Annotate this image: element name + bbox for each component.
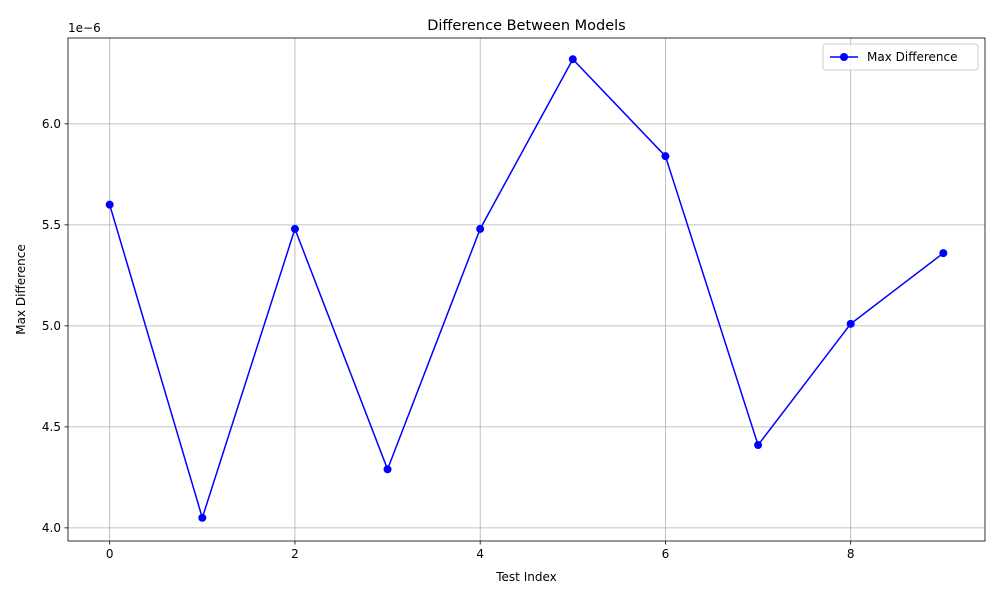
plot-frame bbox=[67, 37, 986, 542]
legend: Max Difference bbox=[822, 43, 979, 71]
y-tick-label: 5.0 bbox=[42, 319, 61, 333]
x-tick-label: 0 bbox=[106, 547, 114, 561]
x-tick-label: 2 bbox=[291, 547, 299, 561]
y-axis-offset-text: 1e−6 bbox=[68, 21, 101, 35]
data-point bbox=[661, 152, 670, 161]
y-tick-label: 5.5 bbox=[42, 218, 61, 232]
grid-lines bbox=[68, 38, 985, 541]
chart-title: Difference Between Models bbox=[427, 18, 626, 34]
legend-entry-label: Max Difference bbox=[867, 50, 958, 64]
data-point bbox=[290, 224, 299, 233]
data-point bbox=[846, 319, 855, 328]
data-point bbox=[383, 465, 392, 474]
legend-marker-sample bbox=[840, 53, 848, 61]
legend-box bbox=[822, 43, 979, 71]
y-tick-label: 6.0 bbox=[42, 117, 61, 131]
data-point bbox=[476, 224, 485, 233]
data-point bbox=[754, 441, 763, 450]
x-tick-label: 8 bbox=[847, 547, 855, 561]
series-line bbox=[108, 58, 944, 519]
x-tick-label: 4 bbox=[476, 547, 484, 561]
data-point bbox=[105, 200, 114, 209]
y-axis-label: Max Difference bbox=[14, 244, 28, 335]
data-point bbox=[198, 513, 207, 522]
data-point bbox=[568, 55, 577, 64]
y-tick-label: 4.5 bbox=[42, 420, 61, 434]
x-axis-label: Test Index bbox=[495, 570, 556, 584]
axis-ticks: 0 2 4 6 8 4.0 4.5 5.0 5.5 6.0 bbox=[42, 117, 855, 561]
series-layer bbox=[105, 55, 948, 522]
x-tick-label: 6 bbox=[662, 547, 670, 561]
data-point bbox=[939, 249, 948, 258]
y-tick-label: 4.0 bbox=[42, 521, 61, 535]
